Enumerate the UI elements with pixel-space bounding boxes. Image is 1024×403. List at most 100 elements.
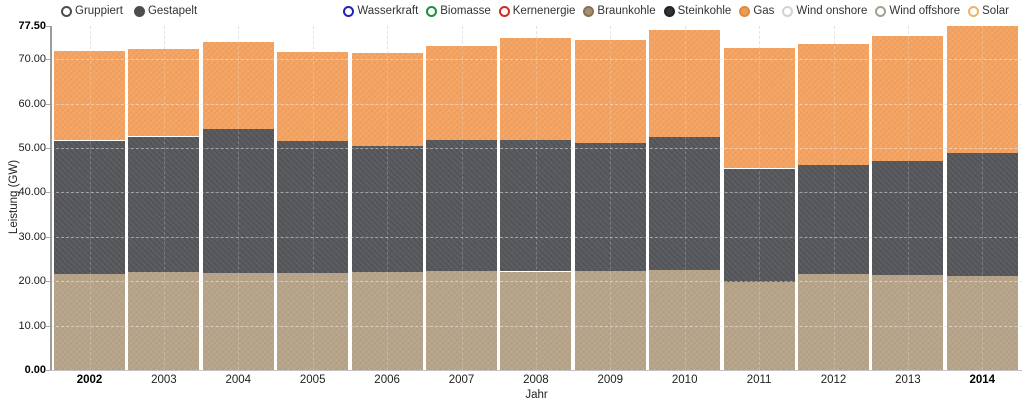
bar-segment-2013-braunkohle[interactable] xyxy=(872,275,944,370)
wind-onshore-icon xyxy=(782,6,794,17)
v-gridline-overlay xyxy=(312,26,314,370)
bar-segment-2004-steinkohle[interactable] xyxy=(202,129,274,273)
legend-mode-label: Gestapelt xyxy=(147,5,198,17)
bar-segment-2002-braunkohle[interactable] xyxy=(54,273,125,370)
legend-series-label: Wind offshore xyxy=(889,5,961,17)
legend-series-wasserkraft[interactable]: Wasserkraft xyxy=(343,5,418,18)
bar-segment-2007-steinkohle[interactable] xyxy=(426,140,497,271)
legend-series-gas[interactable]: Gas xyxy=(739,5,774,18)
y-tick-label: 70.00 xyxy=(18,53,46,66)
y-tick-mark xyxy=(46,148,50,150)
bar-segment-2006-gas[interactable] xyxy=(351,53,423,147)
legend-series-label: Wind onshore xyxy=(796,5,868,17)
v-gridline-overlay xyxy=(610,26,612,370)
legend-mode-gruppiert[interactable]: Gruppiert xyxy=(61,5,123,18)
legend-series-label: Biomasse xyxy=(440,5,491,17)
bar-segment-2002-gas[interactable] xyxy=(54,51,125,141)
v-gridline-overlay xyxy=(89,26,91,370)
x-tick-label-2011: 2011 xyxy=(746,374,772,386)
bar-segment-2006-steinkohle[interactable] xyxy=(351,146,423,273)
x-tick-label-2003: 2003 xyxy=(151,374,177,386)
bar-segment-2011-braunkohle[interactable] xyxy=(723,281,795,370)
bar-segment-2004-gas[interactable] xyxy=(202,42,274,129)
v-gridline-overlay xyxy=(833,26,835,370)
x-tick-label-2007: 2007 xyxy=(448,374,475,386)
legend-series-kernenergie[interactable]: Kernenergie xyxy=(498,5,576,18)
legend-series-biomasse[interactable]: Biomasse xyxy=(426,5,491,18)
legend-series-braunkohle[interactable]: Braunkohle xyxy=(583,5,656,18)
y-tick-label: 77.50 xyxy=(18,20,46,32)
legend-mode-gestapelt[interactable]: Gestapelt xyxy=(133,5,198,18)
y-tick-label: 30.00 xyxy=(18,230,46,243)
bar-segment-2014-steinkohle[interactable] xyxy=(946,153,1018,277)
h-gridline-overlay xyxy=(51,281,1022,283)
x-tick-label-2002: 2002 xyxy=(76,374,103,386)
chart-mode-legend: Gruppiert Gestapelt xyxy=(61,5,197,18)
h-gridline-overlay xyxy=(51,192,1022,194)
legend-series-solar[interactable]: Solar xyxy=(968,5,1009,18)
y-tick-label: 50.00 xyxy=(18,142,46,155)
v-gridline-overlay xyxy=(982,26,984,370)
v-gridline-overlay xyxy=(163,26,165,370)
bar-segment-2009-gas[interactable] xyxy=(574,39,646,143)
x-axis-line xyxy=(50,370,1022,371)
bar-segment-2005-steinkohle[interactable] xyxy=(277,141,349,273)
bar-segment-2008-braunkohle[interactable] xyxy=(500,271,572,370)
legend-series-label: Solar xyxy=(982,5,1009,17)
legend-series-steinkohle[interactable]: Steinkohle xyxy=(663,5,731,18)
legend-series-label: Kernenergie xyxy=(512,5,576,17)
series-legend: Wasserkraft Biomasse Kernenergie Braunkohle… xyxy=(343,5,1009,18)
y-tick-label: 40.00 xyxy=(18,186,46,199)
y-tick-mark xyxy=(46,59,50,61)
legend-series-wind-onshore[interactable]: Wind onshore xyxy=(782,5,867,18)
bar-segment-2005-braunkohle[interactable] xyxy=(277,272,349,370)
x-tick-label-2005: 2005 xyxy=(299,374,326,386)
y-tick-label: 20.00 xyxy=(18,275,46,288)
bar-segment-2014-braunkohle[interactable] xyxy=(946,276,1018,370)
steinkohle-icon xyxy=(663,6,675,17)
bar-segment-2010-braunkohle[interactable] xyxy=(649,269,721,370)
bar-segment-2010-steinkohle[interactable] xyxy=(649,136,721,270)
bar-segment-2003-braunkohle[interactable] xyxy=(128,271,200,370)
bar-segment-2012-steinkohle[interactable] xyxy=(798,164,869,274)
v-gridline-overlay xyxy=(238,26,240,370)
braunkohle-icon xyxy=(583,6,595,17)
kernenergie-icon xyxy=(498,6,510,17)
bar-segment-2008-gas[interactable] xyxy=(500,38,572,140)
bar-segment-2007-braunkohle[interactable] xyxy=(426,271,497,370)
x-tick-label-2014: 2014 xyxy=(969,374,996,386)
bar-segment-2007-gas[interactable] xyxy=(426,46,497,141)
bar-segment-2010-gas[interactable] xyxy=(649,29,721,137)
v-gridline-overlay xyxy=(535,26,537,370)
bar-segment-2013-steinkohle[interactable] xyxy=(872,161,944,275)
bar-segment-2011-gas[interactable] xyxy=(723,47,795,169)
h-gridline-overlay xyxy=(51,325,1022,327)
bar-segment-2002-steinkohle[interactable] xyxy=(54,140,125,274)
x-tick-label-2008: 2008 xyxy=(523,374,549,386)
bar-segment-2009-braunkohle[interactable] xyxy=(574,271,646,370)
bar-segment-2008-steinkohle[interactable] xyxy=(500,139,572,272)
wasserkraft-icon xyxy=(343,6,355,17)
y-tick-label: 0.00 xyxy=(24,364,46,376)
h-gridline-overlay xyxy=(51,148,1022,150)
bar-segment-2013-gas[interactable] xyxy=(872,35,944,162)
gruppiert-radio-icon xyxy=(61,6,72,17)
gas-icon xyxy=(739,6,751,17)
bar-segment-2006-braunkohle[interactable] xyxy=(351,272,423,370)
legend-series-wind-offshore[interactable]: Wind offshore xyxy=(875,5,960,18)
bar-segment-2003-steinkohle[interactable] xyxy=(128,136,200,272)
v-gridline-overlay xyxy=(684,26,686,370)
bar-segment-2003-gas[interactable] xyxy=(128,49,200,137)
bar-segment-2014-gas[interactable] xyxy=(946,26,1018,154)
gestapelt-radio-icon xyxy=(133,6,145,17)
bar-segment-2012-gas[interactable] xyxy=(798,43,869,165)
bar-segment-2009-steinkohle[interactable] xyxy=(574,142,646,271)
bar-segment-2005-gas[interactable] xyxy=(277,51,349,142)
y-tick-mark xyxy=(46,325,50,327)
legend-series-label: Wasserkraft xyxy=(357,5,419,17)
h-gridline-overlay xyxy=(51,59,1022,61)
bar-segment-2012-braunkohle[interactable] xyxy=(798,273,869,370)
bar-segment-2011-steinkohle[interactable] xyxy=(723,168,795,282)
bar-segment-2004-braunkohle[interactable] xyxy=(202,272,274,370)
